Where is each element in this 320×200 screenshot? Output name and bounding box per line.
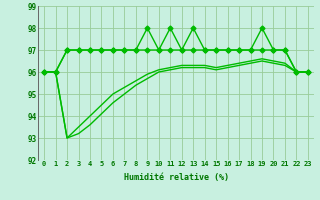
X-axis label: Humidité relative (%): Humidité relative (%) [124,173,228,182]
